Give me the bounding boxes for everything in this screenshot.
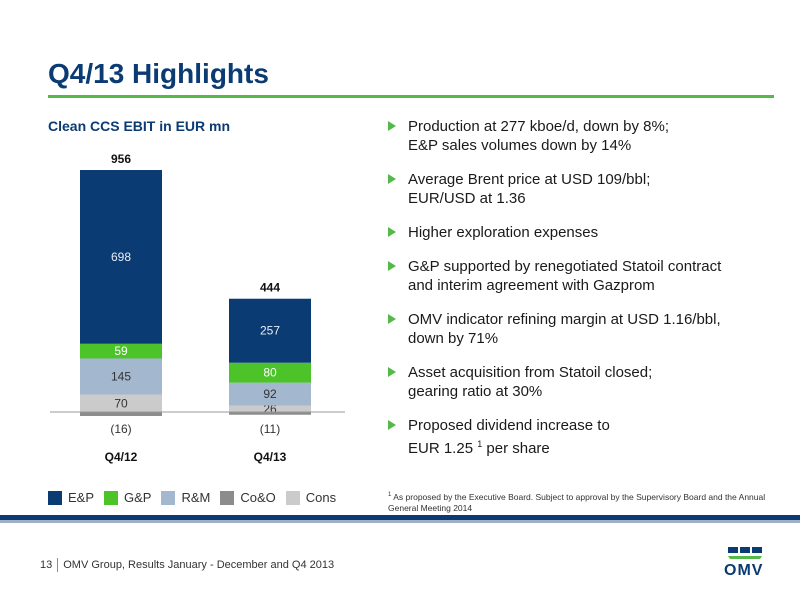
- footnote-reference: 1: [477, 439, 483, 449]
- highlight-item: Higher exploration expenses: [388, 223, 778, 242]
- legend-swatch: [161, 490, 176, 505]
- footer-band: [0, 515, 800, 520]
- bullet-arrow-icon: [388, 314, 396, 324]
- legend-item: R&M: [161, 490, 210, 505]
- legend-label: E&P: [68, 490, 95, 505]
- highlight-line: Average Brent price at USD 109/bbl;: [408, 171, 651, 188]
- highlight-line: E&P sales volumes down by 14%: [408, 137, 632, 154]
- bar-segment: [229, 412, 311, 415]
- bullet-arrow-icon: [388, 174, 396, 184]
- title-underline: [48, 95, 774, 98]
- highlight-line: Higher exploration expenses: [408, 224, 599, 241]
- highlight-item: G&P supported by renegotiated Statoil co…: [388, 257, 778, 295]
- value-label: 59: [114, 344, 128, 358]
- bar-segment: [229, 298, 311, 363]
- legend-swatch: [48, 490, 62, 505]
- footer-text: OMV Group, Results January - December an…: [63, 559, 335, 571]
- legend-label: Cons: [305, 490, 337, 505]
- highlight-item: Production at 277 kboe/d, down by 8%; E&P…: [388, 117, 778, 155]
- legend-label: G&P: [124, 490, 152, 505]
- category-label: Q4/12: [105, 450, 138, 464]
- legend-item: E&P: [48, 490, 94, 505]
- legend-label: R&M: [181, 490, 211, 505]
- highlight-line: G&P supported by renegotiated Statoil co…: [408, 258, 722, 275]
- value-label: (16): [110, 422, 131, 436]
- highlight-line: OMV indicator refining margin at USD 1.1…: [408, 311, 721, 328]
- bar-segment: [80, 412, 162, 416]
- footer: 13 OMV Group, Results January - December…: [40, 558, 334, 572]
- highlight-line: Proposed dividend increase to: [408, 417, 610, 434]
- highlight-line: down by 71%: [408, 330, 499, 347]
- bullet-arrow-icon: [388, 420, 396, 430]
- total-label: 444: [260, 281, 280, 295]
- bar-segment: [229, 382, 311, 406]
- bullet-arrow-icon: [388, 367, 396, 377]
- value-label: 92: [263, 387, 277, 401]
- total-label: 956: [111, 152, 131, 166]
- value-label: 257: [260, 324, 280, 338]
- highlight-item: Proposed dividend increase to EUR 1.25 1 …: [388, 416, 778, 458]
- highlight-item: Average Brent price at USD 109/bbl; EUR/U…: [388, 170, 778, 208]
- value-label: 80: [263, 366, 277, 380]
- bullet-arrow-icon: [388, 227, 396, 237]
- value-label: (11): [260, 422, 280, 436]
- highlight-line: gearing ratio at 30%: [408, 383, 543, 400]
- legend-swatch: [104, 490, 119, 505]
- footer-band-light: [0, 520, 800, 523]
- highlight-line: EUR 1.25 1 per share: [408, 439, 550, 457]
- page-title: Q4/13 Highlights: [48, 58, 269, 89]
- value-label: 698: [111, 250, 131, 264]
- bullet-arrow-icon: [388, 261, 396, 271]
- bar-segment: [80, 358, 162, 395]
- chart-heading: Clean CCS EBIT in EUR mn: [48, 118, 231, 134]
- highlight-item: OMV indicator refining margin at USD 1.1…: [388, 310, 778, 348]
- footnote-marker: 1: [388, 492, 392, 498]
- legend-swatch: [220, 490, 235, 505]
- highlight-line: Production at 277 kboe/d, down by 8%;: [408, 118, 670, 135]
- legend-label: Co&O: [240, 490, 276, 505]
- omv-logo-text: OMV: [724, 562, 764, 579]
- stacked-bar-chart: 7014559698(16)956Q4/12269280257(11)444Q4…: [50, 152, 345, 464]
- legend-item: Cons: [285, 490, 337, 505]
- highlights-list: Production at 277 kboe/d, down by 8%; E&P…: [388, 117, 778, 473]
- value-label: 145: [111, 370, 131, 384]
- legend-item: G&P: [104, 490, 151, 505]
- bar-segment: [229, 362, 311, 383]
- bar-segment: [80, 343, 162, 359]
- chart-legend: E&P G&P R&M Co&O Cons: [48, 490, 346, 505]
- category-label: Q4/13: [254, 450, 287, 464]
- highlight-item: Asset acquisition from Statoil closed; ge…: [388, 363, 778, 401]
- bullet-arrow-icon: [388, 121, 396, 131]
- page-number: 13: [40, 559, 53, 571]
- footnote-text: As proposed by the Executive Board. Subj…: [388, 491, 766, 513]
- footnote: 1 As proposed by the Executive Board. Su…: [388, 490, 773, 514]
- highlight-line: and interim agreement with Gazprom: [408, 277, 655, 294]
- bar-segment: [80, 170, 162, 344]
- highlight-line: EUR/USD at 1.36: [408, 190, 526, 207]
- highlight-line: Asset acquisition from Statoil closed;: [408, 364, 653, 381]
- bar-segment: [80, 394, 162, 412]
- legend-swatch: [285, 490, 300, 505]
- footer-separator: [57, 558, 59, 572]
- legend-item: Co&O: [220, 490, 276, 505]
- value-label: 70: [114, 396, 128, 410]
- bar-segment: [229, 405, 311, 412]
- omv-logo: [728, 547, 762, 559]
- omv-logo-mark: [728, 547, 762, 559]
